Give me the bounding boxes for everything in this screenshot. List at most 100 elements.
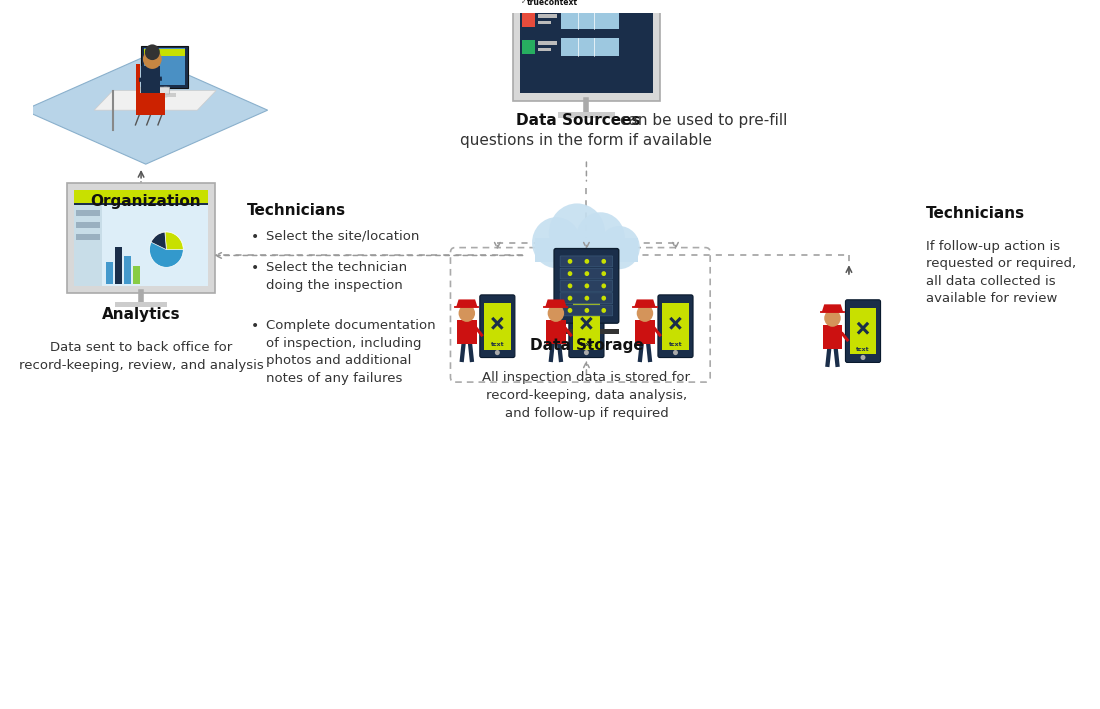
Circle shape — [584, 271, 590, 276]
FancyBboxPatch shape — [520, 0, 652, 94]
Polygon shape — [95, 91, 216, 110]
FancyBboxPatch shape — [76, 222, 100, 228]
FancyBboxPatch shape — [522, 40, 536, 54]
FancyBboxPatch shape — [560, 281, 613, 291]
Text: can be used to pre-fill: can be used to pre-fill — [619, 113, 788, 128]
Text: Data Storage: Data Storage — [529, 338, 644, 353]
Circle shape — [143, 50, 162, 69]
FancyBboxPatch shape — [560, 256, 613, 267]
Text: tcxt: tcxt — [491, 342, 504, 347]
FancyBboxPatch shape — [144, 48, 185, 84]
Text: •: • — [251, 262, 258, 275]
FancyBboxPatch shape — [560, 268, 613, 279]
Circle shape — [824, 310, 840, 327]
Circle shape — [584, 350, 588, 355]
FancyBboxPatch shape — [538, 21, 551, 24]
Polygon shape — [546, 299, 566, 307]
Polygon shape — [635, 299, 656, 307]
FancyBboxPatch shape — [74, 206, 208, 286]
FancyBboxPatch shape — [114, 247, 122, 284]
FancyBboxPatch shape — [136, 64, 140, 94]
FancyBboxPatch shape — [141, 46, 188, 88]
Text: Data sent to back office for
record-keeping, review, and analysis: Data sent to back office for record-keep… — [19, 341, 263, 372]
FancyBboxPatch shape — [133, 267, 140, 284]
FancyBboxPatch shape — [846, 300, 880, 362]
FancyBboxPatch shape — [67, 183, 214, 293]
FancyBboxPatch shape — [114, 301, 167, 308]
FancyBboxPatch shape — [538, 14, 557, 18]
Text: tcxt: tcxt — [669, 342, 682, 347]
Circle shape — [568, 296, 572, 301]
Text: Analytics: Analytics — [102, 306, 180, 321]
Circle shape — [584, 284, 590, 289]
FancyBboxPatch shape — [74, 206, 102, 286]
Wedge shape — [151, 232, 166, 250]
Text: Select the site/location: Select the site/location — [266, 230, 419, 243]
FancyBboxPatch shape — [538, 48, 551, 51]
FancyBboxPatch shape — [553, 329, 619, 334]
FancyBboxPatch shape — [153, 94, 176, 97]
Text: Technicians: Technicians — [248, 203, 346, 218]
FancyBboxPatch shape — [658, 295, 693, 357]
FancyBboxPatch shape — [513, 0, 660, 101]
FancyBboxPatch shape — [456, 320, 476, 345]
Circle shape — [568, 259, 572, 264]
Text: Complete documentation
of inspection, including
photos and additional
notes of a: Complete documentation of inspection, in… — [266, 319, 436, 385]
Circle shape — [602, 308, 606, 313]
FancyBboxPatch shape — [522, 13, 536, 27]
FancyBboxPatch shape — [569, 295, 604, 357]
Circle shape — [602, 284, 606, 289]
Circle shape — [602, 271, 606, 276]
FancyBboxPatch shape — [635, 320, 654, 345]
FancyBboxPatch shape — [141, 87, 169, 94]
FancyBboxPatch shape — [538, 41, 557, 45]
FancyBboxPatch shape — [573, 303, 600, 350]
Polygon shape — [822, 304, 844, 312]
Text: ✓: ✓ — [521, 0, 527, 5]
Text: Organization: Organization — [90, 194, 201, 208]
Text: truecontext: truecontext — [527, 0, 578, 6]
FancyBboxPatch shape — [554, 249, 619, 323]
Text: If follow-up action is
requested or required,
all data collected is
available fo: If follow-up action is requested or requ… — [926, 240, 1076, 306]
Circle shape — [459, 305, 475, 322]
FancyBboxPatch shape — [74, 190, 208, 286]
Circle shape — [584, 296, 590, 301]
Wedge shape — [165, 232, 184, 250]
FancyBboxPatch shape — [823, 325, 843, 350]
FancyBboxPatch shape — [559, 112, 615, 118]
Circle shape — [584, 308, 590, 313]
FancyBboxPatch shape — [76, 234, 100, 240]
Text: Select the technician
doing the inspection: Select the technician doing the inspecti… — [266, 262, 407, 292]
Circle shape — [602, 296, 606, 301]
FancyBboxPatch shape — [560, 293, 613, 303]
Circle shape — [576, 212, 625, 263]
FancyBboxPatch shape — [123, 257, 131, 284]
Circle shape — [145, 45, 160, 60]
FancyBboxPatch shape — [76, 211, 100, 216]
FancyBboxPatch shape — [484, 303, 510, 350]
Circle shape — [584, 259, 590, 264]
Circle shape — [598, 226, 640, 269]
Circle shape — [568, 308, 572, 313]
Circle shape — [532, 217, 581, 268]
FancyBboxPatch shape — [480, 295, 515, 357]
FancyBboxPatch shape — [561, 11, 619, 28]
Polygon shape — [456, 299, 477, 307]
Circle shape — [602, 259, 606, 264]
FancyBboxPatch shape — [850, 308, 877, 354]
Text: tcxt: tcxt — [580, 342, 593, 347]
FancyBboxPatch shape — [106, 262, 113, 284]
FancyBboxPatch shape — [136, 94, 165, 115]
FancyBboxPatch shape — [662, 303, 689, 350]
Text: tcxt: tcxt — [856, 347, 870, 352]
Text: •: • — [251, 319, 258, 333]
Circle shape — [150, 232, 184, 267]
Circle shape — [549, 203, 605, 262]
FancyBboxPatch shape — [546, 320, 565, 345]
Text: Technicians: Technicians — [926, 206, 1025, 221]
Circle shape — [568, 284, 572, 289]
FancyBboxPatch shape — [535, 238, 638, 262]
FancyBboxPatch shape — [560, 305, 613, 316]
Text: All inspection data is stored for
record-keeping, data analysis,
and follow-up i: All inspection data is stored for record… — [483, 372, 691, 420]
Circle shape — [568, 271, 572, 276]
